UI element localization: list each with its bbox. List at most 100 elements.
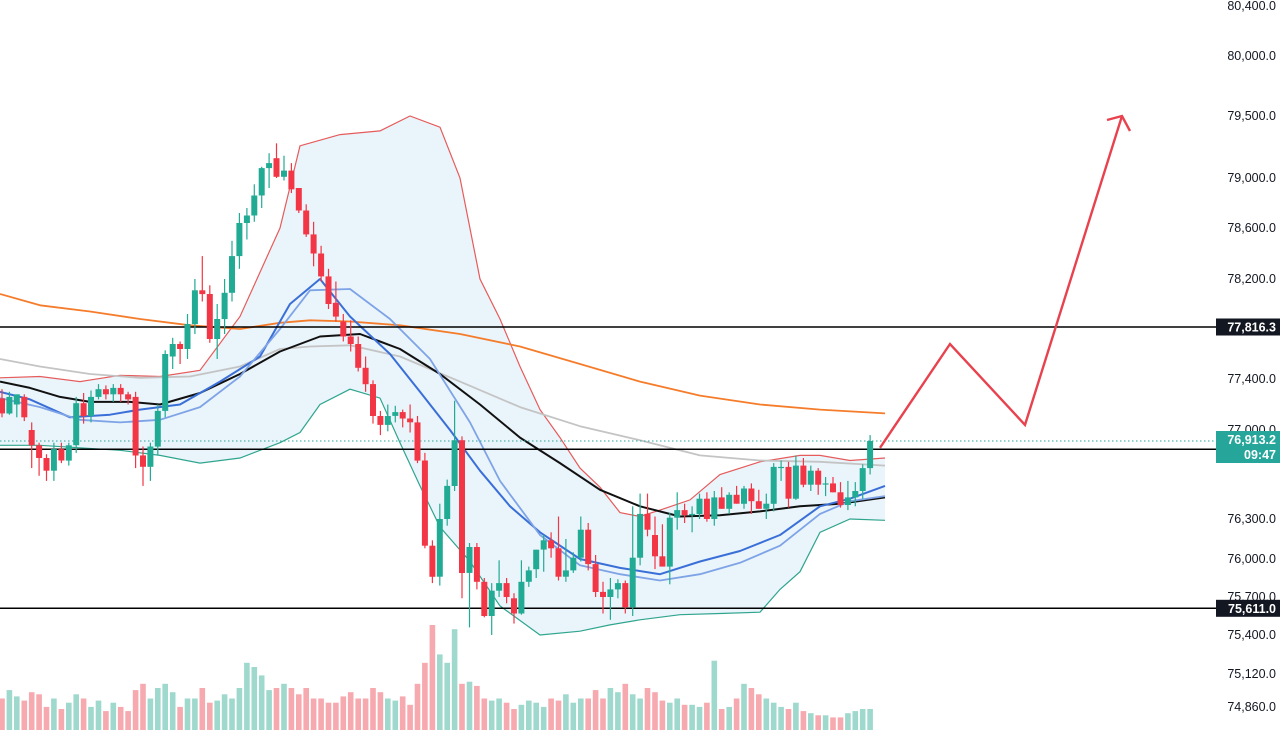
- candle-body[interactable]: [258, 168, 265, 196]
- candle-body[interactable]: [674, 510, 681, 518]
- candle-body[interactable]: [117, 387, 124, 395]
- candle-body[interactable]: [6, 396, 13, 414]
- candle-body[interactable]: [637, 513, 644, 558]
- candle-body[interactable]: [852, 491, 859, 498]
- candle-body[interactable]: [830, 483, 836, 493]
- candle-body[interactable]: [481, 581, 488, 616]
- candle-body[interactable]: [666, 517, 673, 567]
- candle-body[interactable]: [125, 394, 132, 400]
- candle-body[interactable]: [555, 548, 562, 577]
- candle-body[interactable]: [607, 589, 614, 597]
- candle-body[interactable]: [73, 403, 80, 446]
- candle-body[interactable]: [236, 223, 243, 257]
- candle-body[interactable]: [733, 494, 740, 504]
- candle-body[interactable]: [525, 570, 532, 582]
- candle-body[interactable]: [199, 290, 206, 295]
- candle-body[interactable]: [711, 497, 718, 519]
- candle-body[interactable]: [221, 292, 228, 320]
- candle-body[interactable]: [466, 547, 473, 573]
- candle-body[interactable]: [778, 466, 785, 469]
- candle-body[interactable]: [629, 557, 636, 608]
- candle-body[interactable]: [815, 470, 822, 485]
- candle-body[interactable]: [785, 466, 792, 499]
- candle-body[interactable]: [88, 396, 94, 416]
- candle-body[interactable]: [132, 396, 139, 456]
- candle-body[interactable]: [429, 545, 436, 577]
- candle-body[interactable]: [243, 215, 250, 224]
- candle-body[interactable]: [377, 416, 384, 425]
- current-price-tag[interactable]: 76,913.209:47: [1216, 431, 1280, 463]
- candle-body[interactable]: [622, 583, 629, 608]
- candle-body[interactable]: [511, 598, 517, 614]
- candle-body[interactable]: [332, 302, 339, 317]
- candle-body[interactable]: [370, 384, 376, 416]
- candle-body[interactable]: [562, 570, 569, 577]
- candle-body[interactable]: [792, 465, 799, 499]
- candle-body[interactable]: [303, 210, 310, 235]
- candle-body[interactable]: [436, 519, 443, 577]
- candle-body[interactable]: [844, 497, 851, 505]
- candle-body[interactable]: [147, 446, 154, 467]
- candle-body[interactable]: [110, 387, 117, 395]
- candle-body[interactable]: [13, 394, 20, 405]
- candle-body[interactable]: [496, 583, 503, 591]
- candle-body[interactable]: [340, 321, 347, 337]
- candle-body[interactable]: [533, 549, 540, 570]
- candle-body[interactable]: [355, 344, 362, 368]
- candle-body[interactable]: [184, 324, 191, 349]
- candle-body[interactable]: [859, 468, 866, 491]
- candle-body[interactable]: [718, 497, 725, 509]
- candle-body[interactable]: [407, 418, 414, 423]
- candle-body[interactable]: [95, 389, 102, 397]
- candle-body[interactable]: [191, 290, 198, 325]
- candle-body[interactable]: [807, 470, 814, 485]
- candle-body[interactable]: [154, 410, 161, 447]
- candle-body[interactable]: [459, 440, 465, 573]
- candle-body[interactable]: [689, 513, 696, 516]
- candle-body[interactable]: [65, 445, 72, 461]
- candle-body[interactable]: [592, 564, 599, 592]
- candle-body[interactable]: [43, 458, 50, 471]
- candle-body[interactable]: [726, 494, 733, 509]
- candle-body[interactable]: [540, 540, 547, 550]
- candle-body[interactable]: [518, 581, 525, 614]
- candle-body[interactable]: [748, 488, 755, 502]
- candle-body[interactable]: [273, 158, 280, 177]
- candle-body[interactable]: [570, 557, 577, 571]
- candle-body[interactable]: [399, 412, 406, 419]
- candle-body[interactable]: [295, 188, 302, 211]
- candle-body[interactable]: [318, 253, 325, 277]
- candle-body[interactable]: [0, 398, 5, 414]
- candle-body[interactable]: [696, 498, 703, 514]
- candle-body[interactable]: [392, 412, 399, 416]
- candle-body[interactable]: [822, 483, 829, 485]
- candle-body[interactable]: [421, 460, 428, 546]
- candle-body[interactable]: [347, 336, 354, 345]
- candle-body[interactable]: [770, 466, 777, 504]
- candle-body[interactable]: [755, 501, 762, 509]
- candle-body[interactable]: [169, 344, 176, 357]
- candle-body[interactable]: [102, 389, 109, 395]
- candle-body[interactable]: [644, 513, 651, 530]
- candle-body[interactable]: [503, 583, 510, 597]
- candle-body[interactable]: [140, 455, 146, 467]
- candle-body[interactable]: [488, 590, 495, 616]
- candle-body[interactable]: [600, 591, 606, 597]
- candle-body[interactable]: [800, 465, 807, 485]
- level-price-tag[interactable]: 75,611.0: [1216, 599, 1280, 617]
- candle-body[interactable]: [362, 367, 369, 385]
- candle-body[interactable]: [741, 488, 747, 504]
- candle-body[interactable]: [310, 234, 317, 254]
- candle-body[interactable]: [58, 449, 65, 461]
- candle-body[interactable]: [28, 430, 35, 446]
- candle-body[interactable]: [614, 583, 621, 590]
- candle-body[interactable]: [229, 256, 235, 293]
- level-price-tag[interactable]: 77,816.3: [1216, 318, 1280, 336]
- candle-body[interactable]: [867, 441, 874, 469]
- candle-body[interactable]: [251, 195, 258, 216]
- candle-body[interactable]: [763, 503, 770, 509]
- candle-body[interactable]: [659, 556, 666, 567]
- candle-body[interactable]: [837, 492, 844, 505]
- candle-body[interactable]: [50, 449, 57, 471]
